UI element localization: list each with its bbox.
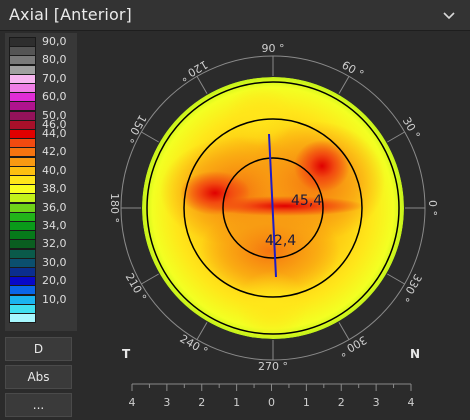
angle-label: 180 ° (108, 193, 121, 223)
angle-gridline (338, 76, 350, 94)
angle-gridline (141, 273, 159, 285)
upper-k-value: 45,4 (291, 193, 322, 209)
legend-label: 70,0 (42, 71, 67, 85)
legend-label: 10,0 (42, 292, 67, 306)
d-button[interactable]: D (5, 337, 72, 361)
scale-tick-label: 3 (373, 396, 380, 409)
angle-gridline (387, 131, 405, 143)
distance-scale: 4 3 2 1 0 1 2 3 4 (129, 383, 415, 409)
scale-tick-label: 4 (129, 396, 136, 409)
legend-label: 36,0 (42, 200, 67, 214)
angle-label: 30 ° (400, 115, 423, 141)
nasal-label: N (410, 347, 420, 361)
angle-label: 270 ° (258, 360, 288, 373)
more-options-button[interactable]: ... (5, 393, 72, 417)
legend-label: 50,0 (42, 108, 67, 122)
legend-label: 90,0 (42, 35, 67, 48)
lower-k-value: 42,4 (265, 233, 296, 249)
angle-label: 150 ° (123, 113, 149, 145)
legend-entry (9, 313, 75, 323)
curvature-map-surface (142, 77, 404, 339)
legend-label: 34,0 (42, 219, 67, 232)
scale-tick-label: 4 (408, 396, 415, 409)
zone-rings (146, 81, 400, 335)
angle-label: 90 ° (262, 42, 285, 55)
angle-label: 210 ° (123, 271, 149, 303)
map-type-title: Axial [Anterior] (9, 5, 132, 24)
scale-tick-label: 2 (338, 396, 345, 409)
legend-entry: 32,0 (9, 237, 75, 251)
scale-tick-label: 1 (303, 396, 310, 409)
legend-label: 30,0 (42, 255, 67, 269)
legend-label: 32,0 (42, 237, 67, 251)
abs-button[interactable]: Abs (5, 365, 72, 389)
scale-tick-label: 0 (268, 396, 275, 409)
legend-label: 80,0 (42, 53, 67, 67)
view-header: Axial [Anterior] (0, 0, 470, 31)
angle-gridline (196, 322, 208, 340)
legend-label: 44,0 (42, 127, 67, 140)
legend-label: 46,0 (42, 117, 67, 131)
angle-label: 120 ° (178, 58, 210, 84)
topography-map: 90 °60 °30 °0 °330 °300 °270 °240 °210 °… (108, 42, 439, 409)
scale-tick-label: 1 (233, 396, 240, 409)
legend-entry: 44,0 (9, 127, 75, 140)
chevron-down-icon[interactable] (441, 8, 457, 24)
legend-label: 60,0 (42, 90, 67, 104)
temporal-label: T (122, 347, 131, 361)
scale-tick-label: 3 (163, 396, 170, 409)
legend-label: 20,0 (42, 274, 67, 288)
legend-label: 42,0 (42, 145, 67, 159)
angle-gridline (338, 322, 350, 340)
angle-gridline (196, 76, 208, 94)
scale-tick-label: 2 (198, 396, 205, 409)
steep-axis-line (268, 133, 277, 278)
legend-swatch (9, 313, 36, 323)
angle-label: 0 ° (426, 200, 439, 216)
legend-label: 40,0 (42, 163, 67, 177)
angle-label: 240 ° (178, 332, 210, 358)
angle-label: 60 ° (340, 58, 366, 81)
color-scale-legend: 90,0 80,0 70,0 60,0 50,0 46,0 44,0 42,0 40,0 38,0… (5, 33, 77, 331)
angle-gridline (387, 273, 405, 285)
legend-label: 38,0 (42, 182, 67, 196)
angle-gridline (141, 131, 159, 143)
